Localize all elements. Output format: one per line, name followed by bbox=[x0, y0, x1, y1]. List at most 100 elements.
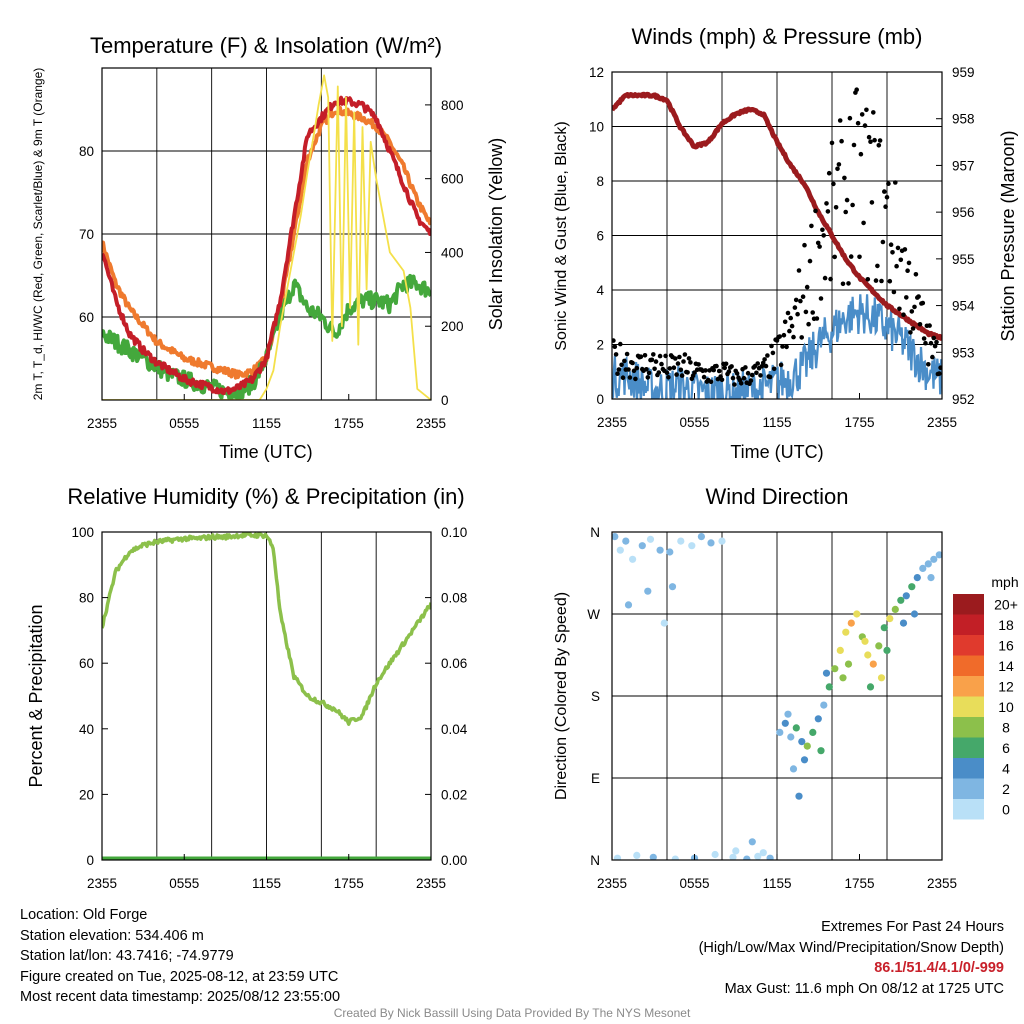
humidity-x-tick-label: 1755 bbox=[334, 876, 364, 891]
direction-point bbox=[633, 851, 641, 860]
winds-gust-point bbox=[884, 195, 890, 200]
winds-gust-point bbox=[824, 201, 829, 206]
winds-gust-point bbox=[837, 118, 843, 123]
colorbar-swatch bbox=[953, 758, 984, 779]
temperature-y2-tick-label: 0 bbox=[441, 393, 449, 408]
station-location: Location: Old Forge bbox=[20, 907, 148, 923]
winds-gust-point bbox=[615, 371, 620, 377]
winds-gust-point bbox=[765, 353, 770, 358]
colorbar-label: 12 bbox=[998, 678, 1014, 694]
winds-y2-tick-label: 953 bbox=[952, 345, 975, 360]
direction-point bbox=[822, 669, 831, 677]
winds-gust-point bbox=[906, 260, 912, 266]
direction-x-tick-label: 2355 bbox=[597, 876, 627, 891]
winds-gust-point bbox=[726, 369, 732, 374]
winds-gust-point bbox=[927, 323, 932, 328]
colorbar-label: 16 bbox=[998, 637, 1014, 653]
humidity-title: Relative Humidity (%) & Precipitation (i… bbox=[67, 484, 464, 509]
colorbar-label: 18 bbox=[998, 617, 1014, 633]
winds-gust-point bbox=[616, 367, 622, 372]
colorbar-label: 14 bbox=[998, 658, 1014, 674]
winds-gust-point bbox=[778, 362, 784, 368]
winds-gust-point bbox=[825, 209, 831, 214]
winds-gust-point bbox=[938, 365, 942, 370]
winds-y2-tick-label: 957 bbox=[952, 158, 975, 173]
winds-y-tick-label: 6 bbox=[596, 229, 604, 244]
direction-point bbox=[612, 533, 619, 541]
winds-gust-point bbox=[674, 372, 679, 377]
winds-gust-point bbox=[646, 370, 652, 376]
winds-gust-point bbox=[876, 143, 882, 148]
winds-gust-point bbox=[777, 334, 782, 339]
winds-gust-point bbox=[638, 354, 644, 360]
temperature-ylabel-right: Solar Insolation (Yellow) bbox=[486, 138, 506, 330]
winds-gust-point bbox=[743, 365, 748, 370]
winds-gust-point bbox=[716, 368, 722, 374]
direction-point bbox=[814, 715, 822, 723]
direction-point bbox=[613, 854, 622, 860]
winds-y2-tick-label: 952 bbox=[952, 392, 975, 407]
humidity-x-tick-label: 2355 bbox=[87, 876, 117, 891]
winds-gust-point bbox=[930, 354, 935, 360]
winds-gust-point bbox=[788, 315, 793, 321]
direction-point bbox=[831, 665, 839, 673]
winds-gust-point bbox=[796, 268, 802, 273]
direction-ylabel-left: Direction (Colored By Speed) bbox=[553, 592, 570, 800]
winds-gust-point bbox=[804, 284, 810, 290]
winds-gust-point bbox=[656, 370, 662, 375]
winds-gust-point bbox=[832, 254, 837, 260]
humidity-y2-tick-label: 0.08 bbox=[441, 591, 467, 606]
direction-point bbox=[910, 610, 919, 618]
direction-x-tick-label: 0555 bbox=[679, 876, 709, 891]
winds-xlabel: Time (UTC) bbox=[730, 442, 823, 462]
winds-gust-point bbox=[904, 295, 909, 300]
humidity-ylabel-left: Percent & Precipitation bbox=[26, 604, 46, 787]
winds-gust-point bbox=[858, 151, 864, 157]
humidity-y-tick-label: 0 bbox=[86, 853, 94, 868]
winds-gust-point bbox=[785, 310, 791, 316]
winds-gust-point bbox=[612, 338, 616, 343]
direction-point bbox=[930, 555, 938, 563]
station-elevation: Station elevation: 534.406 m bbox=[20, 927, 204, 944]
colorbar-label: 2 bbox=[1002, 781, 1010, 797]
winds-gust-point bbox=[926, 362, 931, 367]
colorbar-swatches: 20+ 18 16 14 12 10 8 6 4 2 0 bbox=[953, 594, 1018, 820]
winds-gust-point bbox=[771, 366, 777, 372]
winds-y2-tick-label: 956 bbox=[952, 205, 975, 220]
direction-point bbox=[754, 852, 762, 860]
winds-gust-point bbox=[813, 208, 818, 214]
direction-grid bbox=[612, 532, 942, 860]
winds-gust-point bbox=[934, 339, 939, 345]
winds-gust-point bbox=[633, 376, 638, 382]
colorbar-swatch bbox=[953, 635, 984, 656]
winds-gust-point bbox=[701, 374, 707, 380]
winds-gust-point bbox=[681, 359, 686, 364]
temperature-panel: Temperature (F) & Insolation (W/m²) 2355… bbox=[31, 33, 506, 462]
winds-gust-point bbox=[850, 202, 855, 208]
direction-point bbox=[743, 855, 751, 860]
colorbar-swatch bbox=[953, 655, 984, 676]
extremes-values: 86.1/51.4/4.1/0/-999 bbox=[874, 960, 1004, 976]
direction-point bbox=[766, 854, 774, 860]
humidity-y2-tick-label: 0.06 bbox=[441, 656, 467, 671]
winds-gust-point bbox=[882, 189, 887, 194]
direction-point bbox=[789, 765, 798, 773]
humidity-y-tick-label: 20 bbox=[79, 787, 94, 802]
winds-gust-point bbox=[769, 343, 774, 349]
winds-y2-tick-label: 954 bbox=[952, 299, 975, 314]
winds-gust-point bbox=[909, 309, 915, 314]
winds-gust-point bbox=[861, 220, 866, 226]
winds-ylabel-left: Sonic Wind & Gust (Blue, Black) bbox=[553, 121, 570, 350]
winds-gust-point bbox=[688, 360, 693, 365]
winds-gust-point bbox=[920, 300, 926, 306]
direction-point bbox=[864, 651, 872, 659]
figure-created: Figure created on Tue, 2025-08-12, at 23… bbox=[20, 968, 339, 985]
direction-point bbox=[792, 724, 800, 732]
winds-gust-point bbox=[803, 309, 809, 315]
winds-gust-point bbox=[741, 375, 747, 381]
winds-gust-point bbox=[663, 353, 668, 359]
direction-point bbox=[886, 615, 894, 623]
winds-gust-point bbox=[787, 328, 792, 334]
winds-gust-point bbox=[612, 344, 618, 350]
